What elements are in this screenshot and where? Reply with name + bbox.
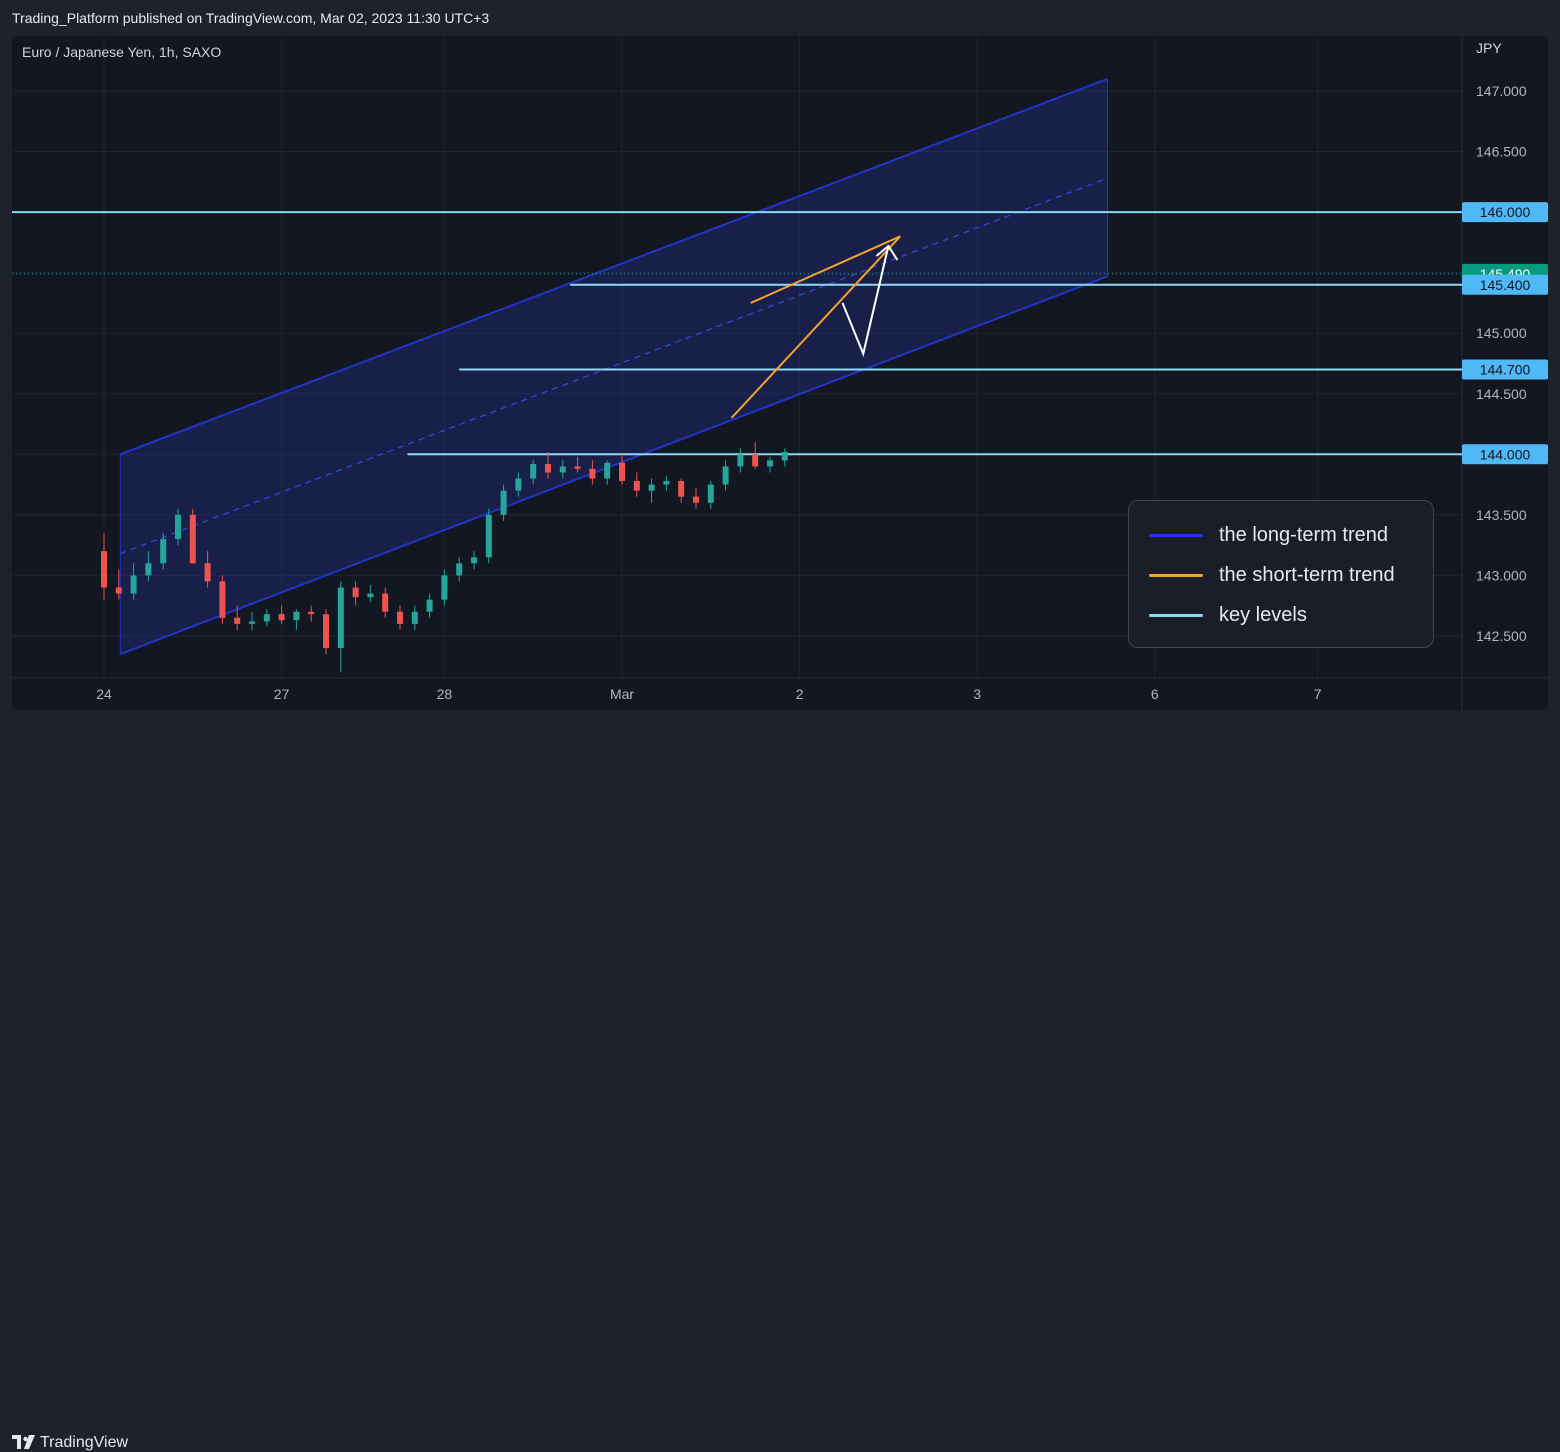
footer: TradingView bbox=[0, 712, 1560, 1451]
legend-label: the short-term trend bbox=[1219, 563, 1395, 586]
candle-body bbox=[323, 614, 329, 649]
key-levels-swatch-icon bbox=[1149, 613, 1203, 617]
candle-body bbox=[767, 460, 773, 467]
candle-body bbox=[707, 484, 714, 503]
candle-body bbox=[382, 593, 389, 612]
long-term-channel-mid bbox=[120, 177, 1108, 555]
candle-body bbox=[308, 611, 315, 615]
price-tick-label: 143.000 bbox=[1476, 567, 1527, 583]
long-term-channel-upper bbox=[119, 77, 1108, 456]
price-tick-label: 142.500 bbox=[1476, 628, 1527, 644]
candle-body bbox=[559, 466, 566, 473]
candle-body bbox=[471, 557, 477, 564]
legend-item-key-levels: key levels bbox=[1149, 603, 1307, 627]
candle-body bbox=[145, 563, 152, 576]
short-term-trend-line bbox=[750, 235, 901, 304]
time-tick-label: 28 bbox=[437, 686, 453, 702]
tradingview-brand: TradingView bbox=[40, 1434, 129, 1451]
time-tick-label: 7 bbox=[1314, 686, 1322, 702]
candle-body bbox=[263, 614, 270, 622]
candle-body bbox=[337, 587, 344, 649]
candle-body bbox=[101, 551, 107, 588]
time-tick-label: 24 bbox=[96, 686, 112, 702]
legend-label: the long-term trend bbox=[1219, 523, 1388, 546]
candle-body bbox=[648, 484, 655, 491]
chart-panel[interactable]: 142.500 143.000 143.500 144.000 144.500 145.0… bbox=[12, 36, 1548, 710]
time-tick-label: 3 bbox=[973, 686, 981, 702]
short-term-trend-line bbox=[730, 235, 901, 419]
candle-body bbox=[737, 454, 744, 467]
candle-body bbox=[367, 593, 374, 598]
long-term-swatch-icon bbox=[1149, 533, 1203, 537]
price-tick-label: 146.500 bbox=[1476, 144, 1527, 160]
tradingview-logo-icon bbox=[12, 1435, 35, 1449]
price-tick-label: 143.500 bbox=[1476, 507, 1527, 523]
candle-body bbox=[515, 478, 522, 491]
legend-item-short-term: the short-term trend bbox=[1149, 563, 1395, 587]
price-tag-label: 144.700 bbox=[1480, 362, 1531, 378]
candle-body bbox=[219, 581, 226, 618]
time-tick-label: 6 bbox=[1151, 686, 1159, 702]
grid-lines bbox=[12, 36, 1462, 678]
candles bbox=[101, 442, 788, 673]
candle-body bbox=[293, 611, 300, 621]
candle-body bbox=[589, 468, 596, 479]
price-tag-bg bbox=[1462, 202, 1548, 223]
publish-header: Trading_Platform published on TradingVie… bbox=[0, 0, 1560, 36]
candle-body bbox=[456, 563, 463, 576]
projection-path bbox=[841, 245, 890, 358]
candle-body bbox=[545, 463, 551, 473]
candle-body bbox=[485, 514, 492, 558]
candle-body bbox=[500, 490, 507, 515]
price-tick-label: 145.000 bbox=[1476, 325, 1527, 341]
short-term-swatch-icon bbox=[1149, 573, 1203, 577]
price-tag-bg bbox=[1462, 444, 1548, 465]
price-tag-label: 146.000 bbox=[1480, 204, 1531, 220]
time-tick-label: Mar bbox=[610, 686, 634, 702]
candle-body bbox=[160, 539, 167, 564]
candle-body bbox=[189, 514, 196, 564]
candle-body bbox=[530, 463, 537, 479]
long-term-channel-fill bbox=[120, 78, 1108, 655]
legend-box: the long-term trend the short-term trend… bbox=[1128, 500, 1434, 648]
candle-body bbox=[441, 575, 448, 600]
candle-body bbox=[693, 496, 699, 503]
candle-body bbox=[619, 462, 625, 481]
currency-label: JPY bbox=[1476, 40, 1502, 56]
candle-body bbox=[722, 466, 729, 485]
candle-body bbox=[633, 480, 640, 491]
candle-body bbox=[781, 451, 788, 461]
candle-body bbox=[426, 599, 433, 612]
candle-body bbox=[352, 587, 359, 598]
price-tag-bg bbox=[1462, 274, 1548, 295]
price-tick-label: 147.000 bbox=[1476, 83, 1527, 99]
candle-body bbox=[278, 614, 285, 621]
time-tick-label: 2 bbox=[796, 686, 804, 702]
legend-item-long-term: the long-term trend bbox=[1149, 523, 1388, 547]
candle-body bbox=[234, 617, 241, 624]
price-chart[interactable]: 142.500 143.000 143.500 144.000 144.500 145.0… bbox=[12, 36, 1548, 710]
candle-body bbox=[397, 611, 403, 624]
price-tag-label: 145.400 bbox=[1480, 277, 1531, 293]
candle-body bbox=[130, 575, 137, 594]
candle-body bbox=[678, 480, 685, 497]
published-info: Trading_Platform published on TradingVie… bbox=[12, 10, 490, 26]
candle-body bbox=[663, 480, 670, 485]
candle-body bbox=[204, 563, 211, 582]
price-tag-bg bbox=[1462, 359, 1548, 380]
candle-body bbox=[115, 587, 122, 594]
price-tag-label: 144.000 bbox=[1480, 446, 1531, 462]
time-tick-label: 27 bbox=[274, 686, 290, 702]
candle-body bbox=[604, 462, 611, 479]
candle-body bbox=[752, 454, 759, 467]
long-term-channel-lower bbox=[119, 275, 1108, 656]
symbol-title: Euro / Japanese Yen, 1h, SAXO bbox=[22, 44, 222, 60]
candle-body bbox=[175, 514, 181, 540]
candle-body bbox=[249, 621, 255, 624]
candle-body bbox=[411, 611, 418, 624]
candle-body bbox=[574, 466, 581, 469]
legend-label: key levels bbox=[1219, 603, 1307, 626]
projection-arrow-head-icon bbox=[875, 244, 899, 261]
price-tick-label: 144.500 bbox=[1476, 386, 1527, 402]
